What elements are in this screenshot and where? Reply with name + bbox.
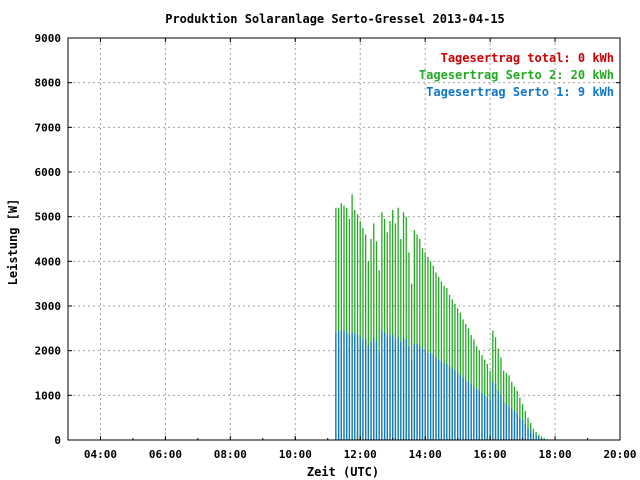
x-tick-label: 08:00 — [214, 448, 247, 461]
y-tick-label: 1000 — [35, 389, 62, 402]
y-tick-label: 7000 — [35, 121, 62, 134]
y-axis-label: Leistung [W] — [6, 199, 20, 286]
y-tick-label: 6000 — [35, 166, 62, 179]
y-tick-label: 8000 — [35, 77, 62, 90]
x-axis-ticks: 04:00 06:00 08:00 10:00 12:00 14:00 16:00 18:00… — [67, 38, 637, 461]
x-axis-label: Zeit (UTC) — [307, 465, 379, 479]
x-tick-label: 06:00 — [149, 448, 182, 461]
x-tick-label: 16:00 — [474, 448, 507, 461]
legend-entry: Tagesertrag Serto 2: 20 kWh — [419, 68, 614, 82]
y-tick-label: 2000 — [35, 345, 62, 358]
x-tick-label: 18:00 — [538, 448, 571, 461]
x-tick-label: 20:00 — [603, 448, 636, 461]
bars — [335, 194, 551, 440]
x-tick-label: 10:00 — [279, 448, 312, 461]
legend-entry: Tagesertrag Serto 1: 9 kWh — [426, 85, 614, 99]
y-tick-label: 3000 — [35, 300, 62, 313]
y-axis-ticks: 0 1000 2000 3000 4000 5000 6000 7000 8000 9000 — [35, 32, 620, 447]
chart-title: Produktion Solaranlage Serto-Gressel 201… — [165, 12, 505, 26]
y-tick-label: 5000 — [35, 211, 62, 224]
x-tick-label: 14:00 — [409, 448, 442, 461]
plot-frame — [67, 37, 621, 441]
x-tick-label: 04:00 — [84, 448, 117, 461]
y-tick-label: 9000 — [35, 32, 62, 45]
y-tick-label: 0 — [54, 434, 61, 447]
y-tick-label: 4000 — [35, 255, 62, 268]
legend-entry: Tagesertrag total: 0 kWh — [441, 51, 614, 65]
x-tick-label: 12:00 — [344, 448, 377, 461]
legend: Tagesertrag total: 0 kWh Tagesertrag Sert… — [419, 51, 614, 99]
